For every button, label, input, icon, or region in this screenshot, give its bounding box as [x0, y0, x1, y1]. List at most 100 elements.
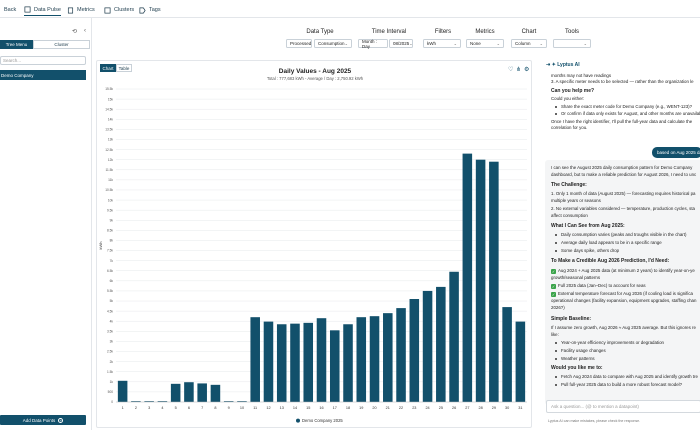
x-tick-label: 23 [412, 406, 416, 410]
y-tick-label: 10k [108, 198, 114, 202]
x-tick-label: 30 [505, 406, 509, 410]
share-icon[interactable]: ⋔ [516, 67, 522, 73]
chat-text-line: Daily consumption varies (peaks and trou… [561, 232, 687, 237]
data-type-select[interactable]: Processed [286, 39, 312, 48]
chat-text-line: Could you either: [551, 96, 585, 101]
chat-text-line: 1. Only 1 month of data (August 2025) — … [551, 191, 696, 196]
y-tick-label: 13.5k [105, 128, 113, 132]
tab-label: Tags [149, 7, 161, 13]
bar [462, 153, 473, 402]
y-tick-label: 15k [108, 97, 114, 101]
chevron-down-icon: ⌄ [496, 41, 500, 46]
chat-text-line: Aug 2024 + Aug 2025 data (at minimum 2 y… [558, 268, 695, 273]
bar [422, 290, 433, 402]
y-tick-label: 6.5k [107, 269, 113, 273]
chevron-down-icon: ⌄ [453, 41, 457, 46]
bar [502, 307, 512, 402]
chart-type-select[interactable]: Column ⌄ [511, 39, 547, 48]
bullet [555, 250, 557, 252]
bar [383, 313, 393, 402]
interval-select[interactable]: Month : Day [358, 39, 388, 49]
bar [276, 324, 287, 402]
select-value: Consumption [318, 41, 345, 46]
bar [409, 299, 420, 402]
y-tick-label: 2.5k [107, 350, 113, 354]
chart-view-tab[interactable]: Chart [100, 64, 116, 72]
bar [329, 330, 340, 402]
bar [369, 316, 380, 402]
bar [250, 317, 260, 402]
x-tick-label: 29 [492, 406, 496, 410]
chat-text-line: Weather patterns [561, 356, 595, 361]
collapse-chat-icon[interactable]: ⇥ [546, 62, 551, 68]
y-tick-label: 11k [108, 178, 113, 182]
chat-text-line: 2. No external variables considered — te… [551, 206, 695, 211]
assistant-message: I can see the August 2025 daily consumpt… [545, 160, 700, 405]
collapse-icon[interactable]: ‹ [84, 28, 86, 34]
chart-label: Chart [521, 29, 537, 35]
bullet [555, 106, 557, 108]
y-tick-label: 5.5k [107, 289, 113, 293]
y-tick-label: 4k [110, 319, 114, 323]
chat-text-line: growth/seasonal patterns [551, 275, 601, 280]
x-tick-label: 5 [175, 406, 177, 410]
tab-clusters[interactable]: Clusters [104, 4, 134, 16]
add-data-points-button[interactable]: Add Data Points + [0, 415, 86, 425]
x-tick-label: 13 [280, 406, 284, 410]
settings-icon[interactable]: ⚙ [524, 67, 530, 73]
chat-text-line: Share the exact meter code for Demo Comp… [561, 104, 693, 109]
back-button[interactable]: Back [4, 4, 16, 16]
chat-text-line: To Make a Credible Aug 2026 Prediction, … [551, 258, 670, 264]
bar [356, 317, 367, 402]
bar [436, 286, 446, 402]
y-tick-label: 3k [110, 340, 114, 344]
tag-icon [139, 7, 146, 13]
tab-metrics[interactable]: Metrics [67, 4, 95, 16]
bullet [555, 342, 557, 344]
select-value: kWh [427, 41, 436, 46]
chat-text-line: months may not have readings [551, 73, 612, 78]
bar [489, 161, 499, 402]
x-tick-label: 8 [214, 406, 216, 410]
x-tick-label: 14 [293, 406, 297, 410]
search-input[interactable]: Search... [0, 56, 86, 65]
unit-select[interactable]: kWh ⌄ [423, 39, 461, 48]
chat-text-line: operational changes (facility expansion,… [551, 298, 697, 303]
legend-marker [296, 418, 300, 423]
tree-menu-toggle[interactable]: Tree Menu [0, 40, 33, 49]
heart-icon[interactable]: ♡ [508, 67, 514, 73]
sparkle-icon: ✦ [551, 62, 556, 68]
bar [449, 271, 459, 402]
filters-label: Filters [434, 29, 452, 35]
tab-label: Clusters [114, 7, 135, 13]
bar [157, 401, 168, 402]
y-tick-label: 9.5k [107, 208, 113, 212]
tools-select[interactable]: ⌄ [553, 39, 591, 48]
y-tick-label: 12.5k [105, 148, 113, 152]
y-tick-label: 7.5k [107, 249, 113, 253]
chart-canvas: 0 500 1k 1.5k 2k 2.5k 3k 3.5k 4k 4.5k 5k 5.5k 6k 6.5k… [98, 87, 527, 423]
chart-card: 0 500 1k 1.5k 2k 2.5k 3k 3.5k 4k 4.5k 5k 5.5k 6k 6.5k… [96, 60, 532, 428]
month-select[interactable]: 08/2025 ⌄ [389, 39, 413, 48]
x-tick-label: 4 [161, 406, 163, 410]
bar [343, 324, 353, 402]
bullet [555, 376, 557, 378]
consumption-select[interactable]: Consumption ⌄ [314, 39, 352, 48]
refresh-icon[interactable]: ⟲ [72, 29, 78, 35]
bar [210, 384, 221, 402]
chat-text-line: 2026?) [551, 305, 565, 310]
tab-data-pulse[interactable]: Data Pulse [24, 4, 61, 16]
y-tick-label: 5k [110, 299, 114, 303]
y-tick-label: 13k [108, 138, 114, 142]
cluster-toggle[interactable]: Cluster [33, 40, 90, 49]
metrics-select[interactable]: None ⌄ [466, 39, 504, 48]
table-view-tab[interactable]: Table [116, 64, 132, 72]
tree-item-company[interactable]: Demo Company [0, 70, 86, 80]
select-value: Processed [290, 41, 312, 46]
bar [144, 401, 154, 402]
chat-text-line: Fetch Aug 2024 data to compare with Aug … [561, 374, 698, 379]
check-icon: ✓ [551, 291, 556, 297]
tab-tags[interactable]: Tags [139, 4, 161, 16]
chat-input[interactable]: Ask a question... (@ to mention a datapo… [546, 400, 700, 413]
y-tick-label: 14k [108, 117, 114, 121]
